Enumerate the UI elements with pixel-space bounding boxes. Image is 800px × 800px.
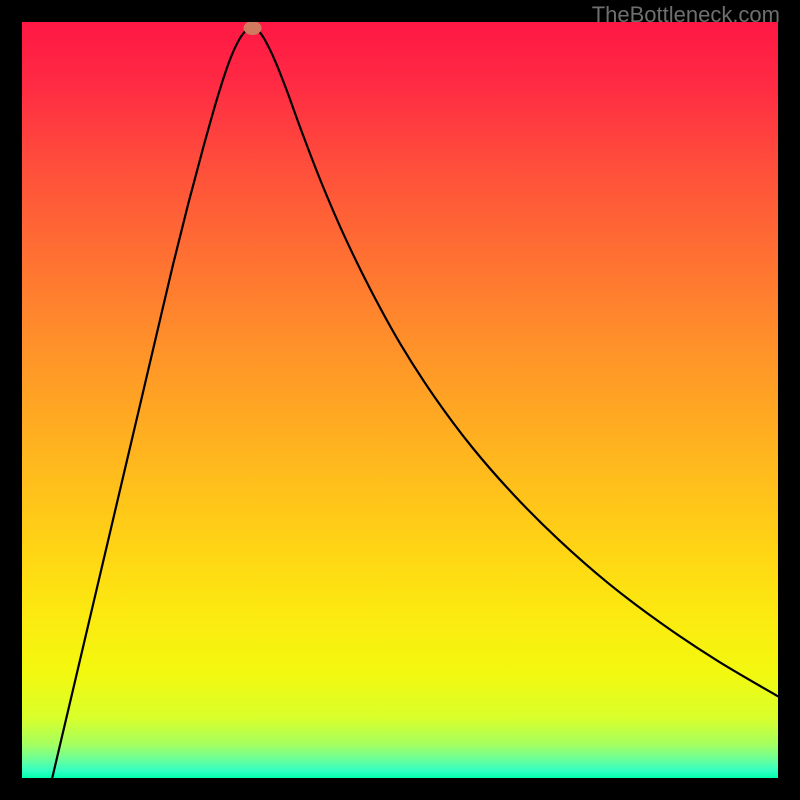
chart-frame <box>22 22 778 778</box>
watermark-label: TheBottleneck.com <box>592 2 780 28</box>
chart-container: TheBottleneck.com <box>0 0 800 800</box>
